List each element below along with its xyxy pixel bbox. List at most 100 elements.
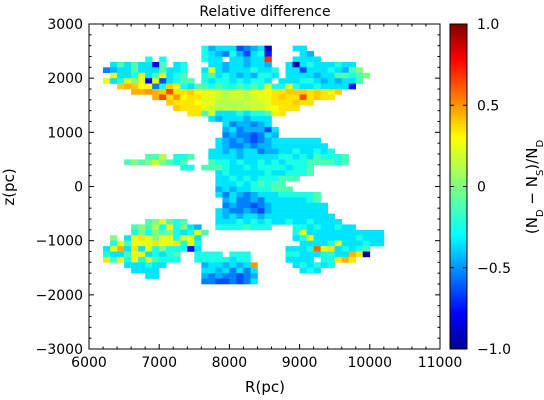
heatmap-cell [180,72,188,79]
heatmap-cell [173,67,181,74]
heatmap-cell [355,246,364,252]
heatmap-cell [117,67,125,74]
heatmap-cell [313,148,321,155]
heatmap-cell [271,154,279,160]
heatmap-cell [313,251,321,258]
heatmap-cell [131,256,139,263]
heatmap-cell [117,72,125,79]
heatmap-cell [145,229,153,236]
heatmap-cell [187,83,195,90]
heatmap-cell [341,67,350,74]
heatmap-cell [264,121,272,128]
heatmap-cell [271,148,279,155]
heatmap-cell [250,137,258,144]
heatmap-cell [299,267,307,274]
heatmap-cell [306,191,314,198]
heatmap-cell [201,273,209,279]
heatmap-cell [180,78,188,84]
heatmap-cell [187,224,195,231]
heatmap-cell [110,251,118,258]
heatmap-cell [187,164,195,171]
heatmap-cell [201,105,209,111]
heatmap-cell [215,51,223,57]
heatmap-cell [313,159,321,166]
heatmap-cell [187,229,195,236]
heatmap-cell [152,251,160,258]
y-tick-label: −1000 [36,234,83,250]
heatmap-cell [138,78,146,84]
heatmap-cell [166,240,174,247]
heatmap-cell [180,105,188,111]
heatmap-cell [215,267,223,274]
heatmap-cell [236,273,244,279]
heatmap-cell [229,83,237,90]
heatmap-cell [166,94,174,101]
heatmap-cell [201,229,209,236]
heatmap-cell [180,89,188,95]
heatmap-cell [285,175,293,182]
heatmap-cell [201,72,209,79]
heatmap-cell [292,256,300,263]
heatmap-cell [180,164,188,171]
heatmap-cell [250,273,258,279]
heatmap-cell [236,148,244,155]
heatmap-cell [299,61,307,68]
heatmap-cell [264,110,272,117]
heatmap-cell [208,278,216,285]
heatmap-cell [145,154,153,160]
heatmap-cell [166,224,174,231]
heatmap-cell [250,72,258,79]
heatmap-cell [292,99,300,106]
heatmap-cell [278,186,286,193]
heatmap-cell [208,267,216,274]
heatmap-cell [124,159,132,166]
heatmap-cell [278,99,286,106]
heatmap-cell [292,94,300,101]
heatmap-cell [152,256,160,263]
heatmap-cell [138,246,146,252]
heatmap-cell [229,78,237,84]
heatmap-cell [243,51,251,57]
heatmap-cell [243,278,251,285]
heatmap-cell [243,213,251,220]
heatmap-cell [173,105,181,111]
heatmap-cell [355,67,364,74]
heatmap-cell [320,83,328,90]
heatmap-cell [278,181,286,187]
heatmap-cell [236,224,244,231]
heatmap-cell [187,235,195,241]
heatmap-cell [243,94,251,101]
heatmap-cell [320,89,328,95]
heatmap-cell [250,278,258,285]
heatmap-cell [362,229,371,236]
heatmap-cell [145,246,153,252]
heatmap-cell [152,83,160,90]
heatmap-cell [110,61,118,68]
heatmap-cell [215,148,223,155]
heatmap-cell [306,267,314,274]
heatmap-cell [348,256,357,263]
heatmap-cell [180,219,188,225]
heatmap-cell [124,78,132,84]
heatmap-cell [299,202,307,209]
heatmap-cell [264,89,272,95]
heatmap-cell [264,99,272,106]
heatmap-cell [208,83,216,90]
heatmap-cell [138,229,146,236]
heatmap-cell [110,246,118,252]
heatmap-cell [257,219,265,225]
heatmap-cell [229,121,237,128]
heatmap-cell [208,116,216,122]
heatmap-cell [229,181,237,187]
heatmap-cell [341,61,350,68]
heatmap-cell [243,197,251,204]
heatmap-cell [341,159,350,166]
heatmap-cell [138,224,146,231]
heatmap-cell [313,246,321,252]
heatmap-cell [271,72,279,79]
heatmap-cell [278,159,286,166]
heatmap-cell [264,148,272,155]
heatmap-cell [208,105,216,111]
heatmap-cell [264,132,272,139]
heatmap-cell [110,240,118,247]
